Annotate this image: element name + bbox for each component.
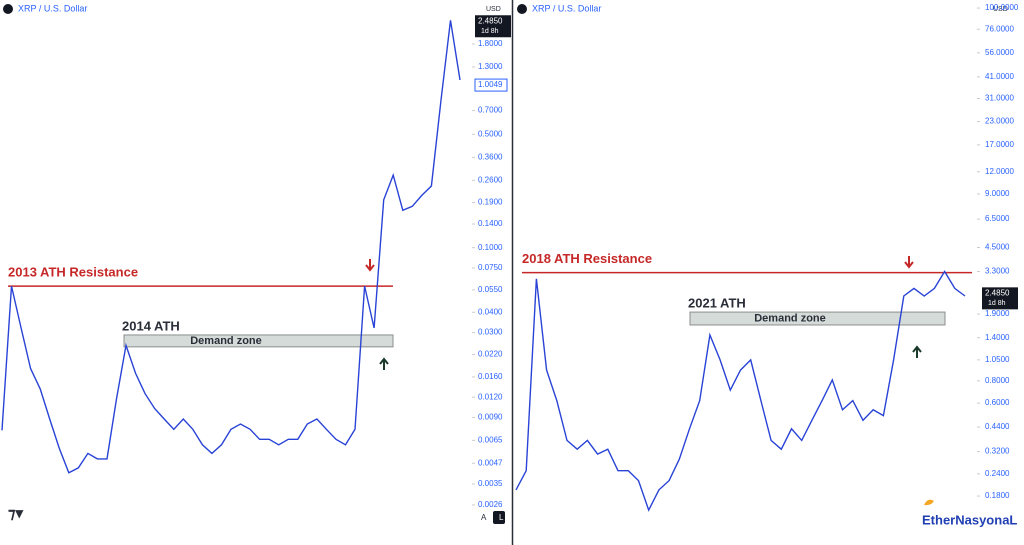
svg-text:⁊▾: ⁊▾ (8, 505, 23, 522)
countdown: 1d 8h (481, 28, 499, 35)
chart-title: XRP / U.S. Dollar (532, 3, 601, 13)
y-tick-label: 0.0550 (478, 285, 503, 294)
y-tick-label: 100.0000 (985, 3, 1019, 12)
watermark: EtherNasyonaL (922, 512, 1017, 527)
price-line (1, 20, 461, 474)
y-tick-label: 17.0000 (985, 140, 1014, 149)
y-tick-label: 0.1000 (478, 243, 503, 252)
y-tick-label: 1.3000 (478, 62, 503, 71)
y-tick-label: 0.0065 (478, 435, 503, 444)
y-tick-label: 1.4000 (985, 333, 1010, 342)
y-tick-label: 0.3600 (478, 153, 503, 162)
y-tick-label: 0.7000 (478, 106, 503, 115)
arrows (365, 256, 922, 370)
y-tick-label: 0.0047 (478, 458, 503, 467)
y-tick-label: 0.2600 (478, 175, 503, 184)
y-tick-label: 76.0000 (985, 24, 1014, 33)
demand-zone (123, 334, 394, 348)
symbol-icon (3, 4, 13, 14)
price-box (475, 15, 511, 38)
y-tick-label: 0.8000 (985, 376, 1010, 385)
tv-logo: ⁊▾ (8, 505, 23, 522)
y-tick-label: 0.1800 (985, 491, 1010, 500)
price-line (515, 270, 966, 512)
y-tick-label: 4.5000 (985, 243, 1010, 252)
price-label: 2.4850 (985, 288, 1010, 297)
footer-button: L (499, 513, 504, 522)
y-tick-label: 0.0400 (478, 307, 503, 316)
countdown: 1d 8h (988, 300, 1006, 307)
y-tick-label: 0.6000 (985, 398, 1010, 407)
footer-button: A (481, 513, 487, 522)
currency: USD (486, 6, 501, 13)
y-tick-label: 9.0000 (985, 189, 1010, 198)
ath-label: 2021 ATH (688, 296, 746, 311)
y-tick-label: 31.0000 (985, 94, 1014, 103)
price-label: 1.0049 (478, 80, 503, 89)
ath-label: 2014 ATH (122, 318, 180, 333)
y-tick-label: 0.0026 (478, 500, 503, 509)
y-tick-label: 23.0000 (985, 117, 1014, 126)
resistance-label: 2013 ATH Resistance (8, 265, 138, 280)
price-label: 2.4850 (478, 16, 503, 25)
resistance-label: 2018 ATH Resistance (522, 251, 652, 266)
y-tick-label: 0.0300 (478, 328, 503, 337)
price-box (474, 78, 508, 92)
price-box (982, 287, 1018, 310)
y-tick-label: 3.3000 (985, 267, 1010, 276)
y-tick-label: 12.0000 (985, 167, 1014, 176)
chart-title: XRP / U.S. Dollar (18, 3, 87, 13)
y-tick-label: 1.0500 (985, 355, 1010, 364)
y-tick-label: 1.8000 (478, 39, 503, 48)
y-tick-label: 0.0035 (478, 479, 503, 488)
footer-box (493, 511, 505, 524)
y-tick-label: 1.9000 (985, 309, 1010, 318)
demand-zone (689, 311, 946, 326)
y-tick-label: 56.0000 (985, 48, 1014, 57)
y-tick-label: 0.1400 (478, 219, 503, 228)
y-tick-label: 0.5000 (478, 129, 503, 138)
y-tick-label: 0.1900 (478, 198, 503, 207)
y-tick-label: 0.0750 (478, 263, 503, 272)
y-tick-label: 0.0220 (478, 350, 503, 359)
y-tick-label: 0.2400 (985, 469, 1010, 478)
demand-zone-label: Demand zone (754, 312, 826, 324)
y-tick-label: 0.0160 (478, 372, 503, 381)
bird-icon (924, 499, 934, 506)
y-tick-label: 6.5000 (985, 214, 1010, 223)
currency: USD (993, 6, 1008, 13)
symbol-icon (517, 4, 527, 14)
y-tick-label: 0.4400 (985, 422, 1010, 431)
y-tick-label: 0.3200 (985, 447, 1010, 456)
y-tick-label: 0.0090 (478, 413, 503, 422)
y-tick-label: 0.0120 (478, 392, 503, 401)
y-tick-label: 41.0000 (985, 72, 1014, 81)
demand-zone-label: Demand zone (190, 335, 262, 347)
